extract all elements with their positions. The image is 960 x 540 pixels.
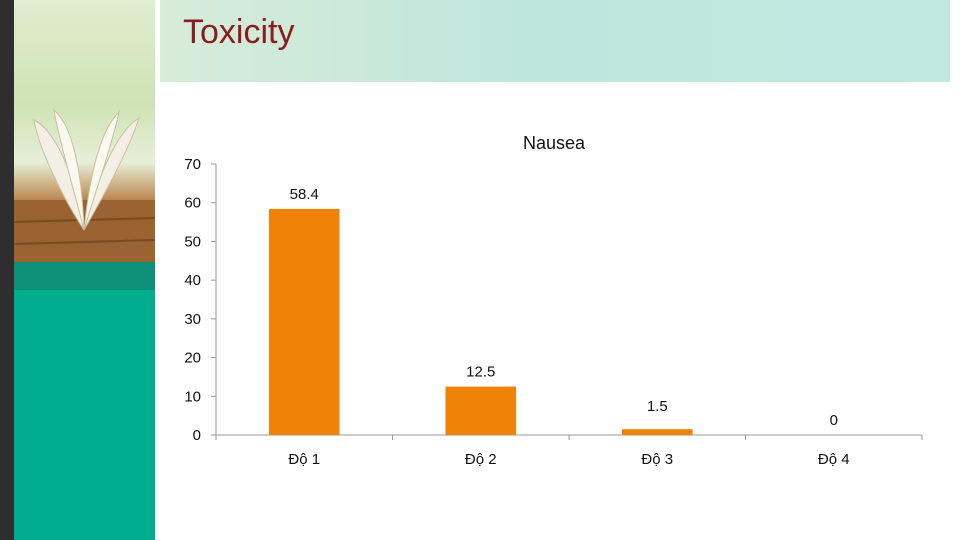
bar (621, 429, 693, 435)
panel-stripe (14, 262, 155, 290)
y-tick-label: 0 (193, 427, 201, 444)
left-dark-strip (0, 0, 14, 540)
header-band (160, 0, 950, 82)
data-label: 12.5 (466, 364, 495, 381)
slide-title: Toxicity (183, 13, 295, 51)
y-tick-label: 30 (184, 311, 201, 328)
chart-title: Nausea (523, 133, 586, 153)
y-tick-label: 60 (184, 195, 201, 212)
panel-teal-block (14, 290, 155, 540)
data-label: 0 (830, 412, 838, 429)
y-tick-label: 20 (184, 350, 201, 367)
y-tick-label: 50 (184, 233, 201, 250)
chart-bars (268, 208, 693, 435)
x-tick-label: Độ 4 (818, 451, 850, 468)
data-label: 58.4 (290, 186, 319, 203)
data-label: 1.5 (647, 398, 668, 415)
bar (268, 208, 340, 435)
y-tick-label: 10 (184, 388, 201, 405)
left-decorative-panel (14, 0, 155, 540)
chart-labels: Độ 1 58.4 Độ 2 12.5 Độ 3 1.5 Độ 4 0 (288, 186, 849, 468)
x-tick-label: Độ 1 (288, 451, 320, 468)
x-tick-label: Độ 2 (465, 451, 497, 468)
open-book-illustration (14, 108, 155, 262)
x-tick-label: Độ 3 (641, 451, 673, 468)
bar (445, 386, 517, 435)
y-tick-label: 40 (184, 272, 201, 289)
book-image (14, 0, 155, 262)
y-tick-label: 70 (184, 156, 201, 173)
